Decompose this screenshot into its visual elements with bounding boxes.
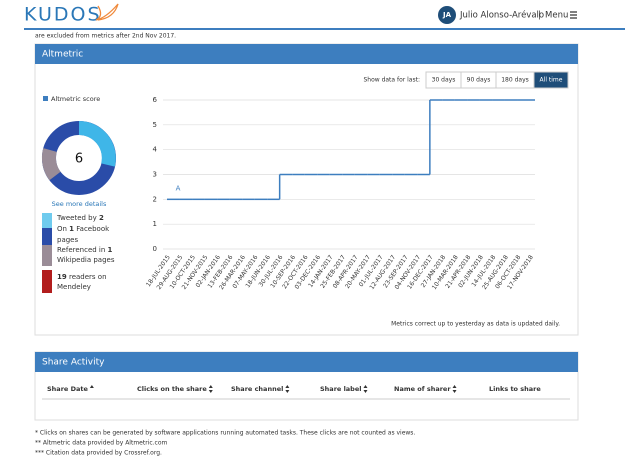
y-tick-label: 1 xyxy=(153,220,157,228)
donut-center xyxy=(61,140,97,176)
metrics-note: Metrics correct up to yesterday as data … xyxy=(391,321,560,328)
range-label: Show data for last: xyxy=(363,77,420,84)
source: Referenced in 1 xyxy=(57,246,113,254)
column-header[interactable]: Share label xyxy=(320,385,361,393)
source: pages xyxy=(57,236,78,244)
panel-title: Share Activity xyxy=(42,358,105,368)
range-label[interactable]: All time xyxy=(540,77,563,84)
score: 6 xyxy=(75,152,83,167)
src-bar xyxy=(42,245,52,266)
column-header[interactable]: Clicks on the share xyxy=(137,385,207,393)
source: 19 readers on xyxy=(57,273,107,281)
separator: | xyxy=(538,11,541,21)
initials: JA xyxy=(442,11,452,19)
footnote: ** Altmetric data provided by Altmetric.… xyxy=(35,440,168,447)
column-header[interactable]: Share channel xyxy=(231,385,283,393)
donut-twitter xyxy=(78,121,116,167)
column-header[interactable]: Links to share xyxy=(489,385,541,393)
panel-title: Altmetric xyxy=(42,50,83,60)
panel-header xyxy=(35,352,578,372)
menu-icon[interactable] xyxy=(570,11,577,19)
sort-icon[interactable] xyxy=(363,385,368,393)
source: Mendeley xyxy=(57,283,91,291)
logo[interactable]: KUDOS xyxy=(24,4,102,26)
range-label[interactable]: 180 days xyxy=(501,77,529,84)
y-tick-label: 0 xyxy=(153,245,157,253)
details-link[interactable]: See more details xyxy=(52,200,107,208)
legend-label: Altmetric score xyxy=(51,95,100,103)
range-button[interactable] xyxy=(533,71,569,89)
y-tick-label: 3 xyxy=(153,171,157,179)
sort-icon[interactable] xyxy=(89,385,94,388)
logo-mark xyxy=(95,3,119,21)
sort-icon[interactable] xyxy=(452,385,457,393)
altmetric-panel xyxy=(34,43,579,336)
src-bar xyxy=(42,270,52,293)
panel-header xyxy=(35,44,578,64)
avatar[interactable] xyxy=(438,6,456,24)
sort-icon[interactable] xyxy=(208,385,213,393)
range-label[interactable]: 90 days xyxy=(467,77,491,84)
annotation: A xyxy=(176,184,181,192)
column-header[interactable]: Share Date xyxy=(47,385,88,393)
src-bar xyxy=(42,213,52,228)
note: are excluded from metrics after 2nd Nov … xyxy=(35,33,176,40)
menu[interactable]: Menu xyxy=(545,11,568,21)
y-tick-label: 5 xyxy=(153,121,157,129)
src-bar xyxy=(42,228,52,245)
y-tick-label: 6 xyxy=(153,96,158,104)
donut-wikipedia xyxy=(41,148,61,181)
user-name[interactable]: Julio Alonso-Arévalo xyxy=(459,10,544,21)
source: On 1 Facebook xyxy=(57,225,110,233)
header-rule xyxy=(24,28,625,30)
source: Tweeted by 2 xyxy=(56,214,104,222)
footnote: *** Citation data provided by Crossref.o… xyxy=(35,450,162,457)
legend-swatch xyxy=(43,96,48,101)
sort-icon[interactable] xyxy=(285,385,290,393)
range-label[interactable]: 30 days xyxy=(432,77,456,84)
y-tick-label: 4 xyxy=(153,146,158,154)
footnote: * Clicks on shares can be generated by s… xyxy=(35,430,415,437)
source: Wikipedia pages xyxy=(57,256,115,264)
column-header[interactable]: Name of sharer xyxy=(394,385,451,393)
y-tick-label: 2 xyxy=(153,195,157,203)
